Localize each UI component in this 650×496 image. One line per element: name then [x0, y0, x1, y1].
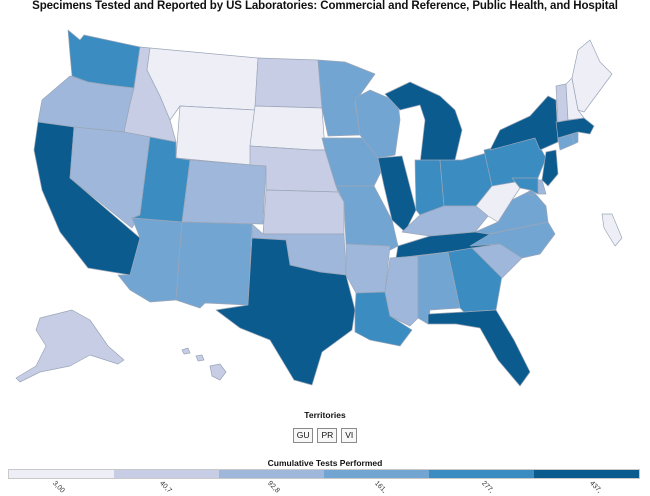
legend-tick-1: 40,7	[158, 480, 173, 495]
legend-swatch-4	[429, 470, 534, 478]
territory-buttons: GU PR VI	[0, 428, 650, 443]
state-nh[interactable]	[565, 77, 585, 121]
territory-button-pr[interactable]: PR	[317, 428, 338, 443]
state-ks[interactable]	[262, 189, 345, 235]
legend-color-bar	[8, 469, 640, 479]
state-ms[interactable]	[384, 255, 419, 327]
legend-title: Cumulative Tests Performed	[267, 458, 383, 468]
state-fl[interactable]	[427, 309, 531, 387]
territory-button-gu[interactable]: GU	[292, 428, 314, 443]
state-in[interactable]	[414, 159, 445, 216]
legend-swatch-3	[324, 470, 429, 478]
state-tx[interactable]	[215, 237, 356, 386]
state-wi[interactable]	[354, 89, 401, 159]
territory-vi-shape[interactable]	[601, 213, 623, 247]
state-md[interactable]	[511, 177, 539, 195]
legend-ticks: 3,00 40,7 92,8 161, 277, 437,	[8, 480, 640, 496]
state-dc[interactable]	[528, 190, 534, 196]
state-sd[interactable]	[249, 105, 326, 151]
state-nj[interactable]	[541, 149, 559, 187]
legend-tick-4: 277,	[480, 480, 495, 495]
legend-tick-0: 3,00	[51, 480, 66, 495]
legend-swatch-5	[534, 470, 639, 478]
state-ak[interactable]	[15, 309, 125, 383]
state-ar[interactable]	[345, 243, 391, 294]
state-nd[interactable]	[254, 57, 323, 109]
legend-tick-2: 92,8	[266, 480, 281, 495]
legend-swatch-0	[9, 470, 114, 478]
states-layer	[15, 29, 623, 387]
state-ny[interactable]	[489, 95, 559, 151]
state-wy[interactable]	[175, 105, 256, 166]
state-nm[interactable]	[175, 221, 253, 309]
territories-title: Territories	[304, 410, 346, 420]
legend-tick-5: 437,	[588, 480, 603, 495]
map-title: Specimens Tested and Reported by US Labo…	[32, 0, 618, 12]
state-co[interactable]	[181, 159, 267, 225]
us-choropleth-map	[15, 29, 623, 387]
legend-swatch-1	[114, 470, 219, 478]
legend-swatch-2	[219, 470, 324, 478]
legend-tick-3: 161,	[373, 480, 388, 495]
state-me[interactable]	[571, 39, 613, 113]
state-hi[interactable]	[181, 347, 227, 381]
territory-button-vi[interactable]: VI	[341, 428, 358, 443]
state-mo[interactable]	[335, 185, 399, 251]
